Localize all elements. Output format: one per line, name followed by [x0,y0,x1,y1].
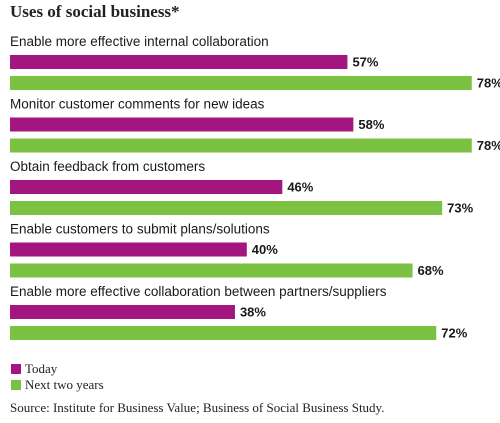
category-label-3: Obtain feedback from customers [10,159,205,174]
legend-swatch-next-two-years [11,380,21,390]
category-label-5: Enable more effective collaboration betw… [10,284,387,299]
bar-next-two-years-2 [10,138,472,153]
value-label-next-two-years-2: 78% [477,138,500,153]
bar-today-1 [10,55,348,69]
bar-today-2 [10,117,354,132]
value-label-next-two-years-3: 73% [447,201,473,216]
bar-next-two-years-3 [10,201,443,215]
value-label-next-two-years-5: 72% [441,326,467,341]
bar-next-two-years-1 [10,76,472,90]
value-label-today-3: 46% [287,180,313,195]
legend-item-today: Today [11,361,57,377]
value-label-today-2: 58% [358,117,384,132]
bar-today-3 [10,180,283,194]
bar-today-5 [10,305,235,319]
chart-title: Uses of social business* [10,2,180,21]
category-label-2: Monitor customer comments for new ideas [10,97,265,112]
bar-next-two-years-5 [10,326,437,340]
legend-label-next-two-years: Next two years [25,377,104,392]
legend-item-next-two-years: Next two years [11,377,104,393]
value-label-today-1: 57% [352,55,378,70]
value-label-next-two-years-1: 78% [477,76,500,91]
bar-next-two-years-4 [10,263,413,278]
source-note: Source: Institute for Business Value; Bu… [10,400,385,415]
legend-swatch-today [11,364,21,374]
value-label-today-4: 40% [252,242,278,257]
value-label-today-5: 38% [240,305,266,320]
category-label-1: Enable more effective internal collabora… [10,34,269,49]
value-label-next-two-years-4: 68% [418,263,444,278]
bar-today-4 [10,242,247,257]
category-label-4: Enable customers to submit plans/solutio… [10,222,270,237]
legend-label-today: Today [25,361,58,376]
